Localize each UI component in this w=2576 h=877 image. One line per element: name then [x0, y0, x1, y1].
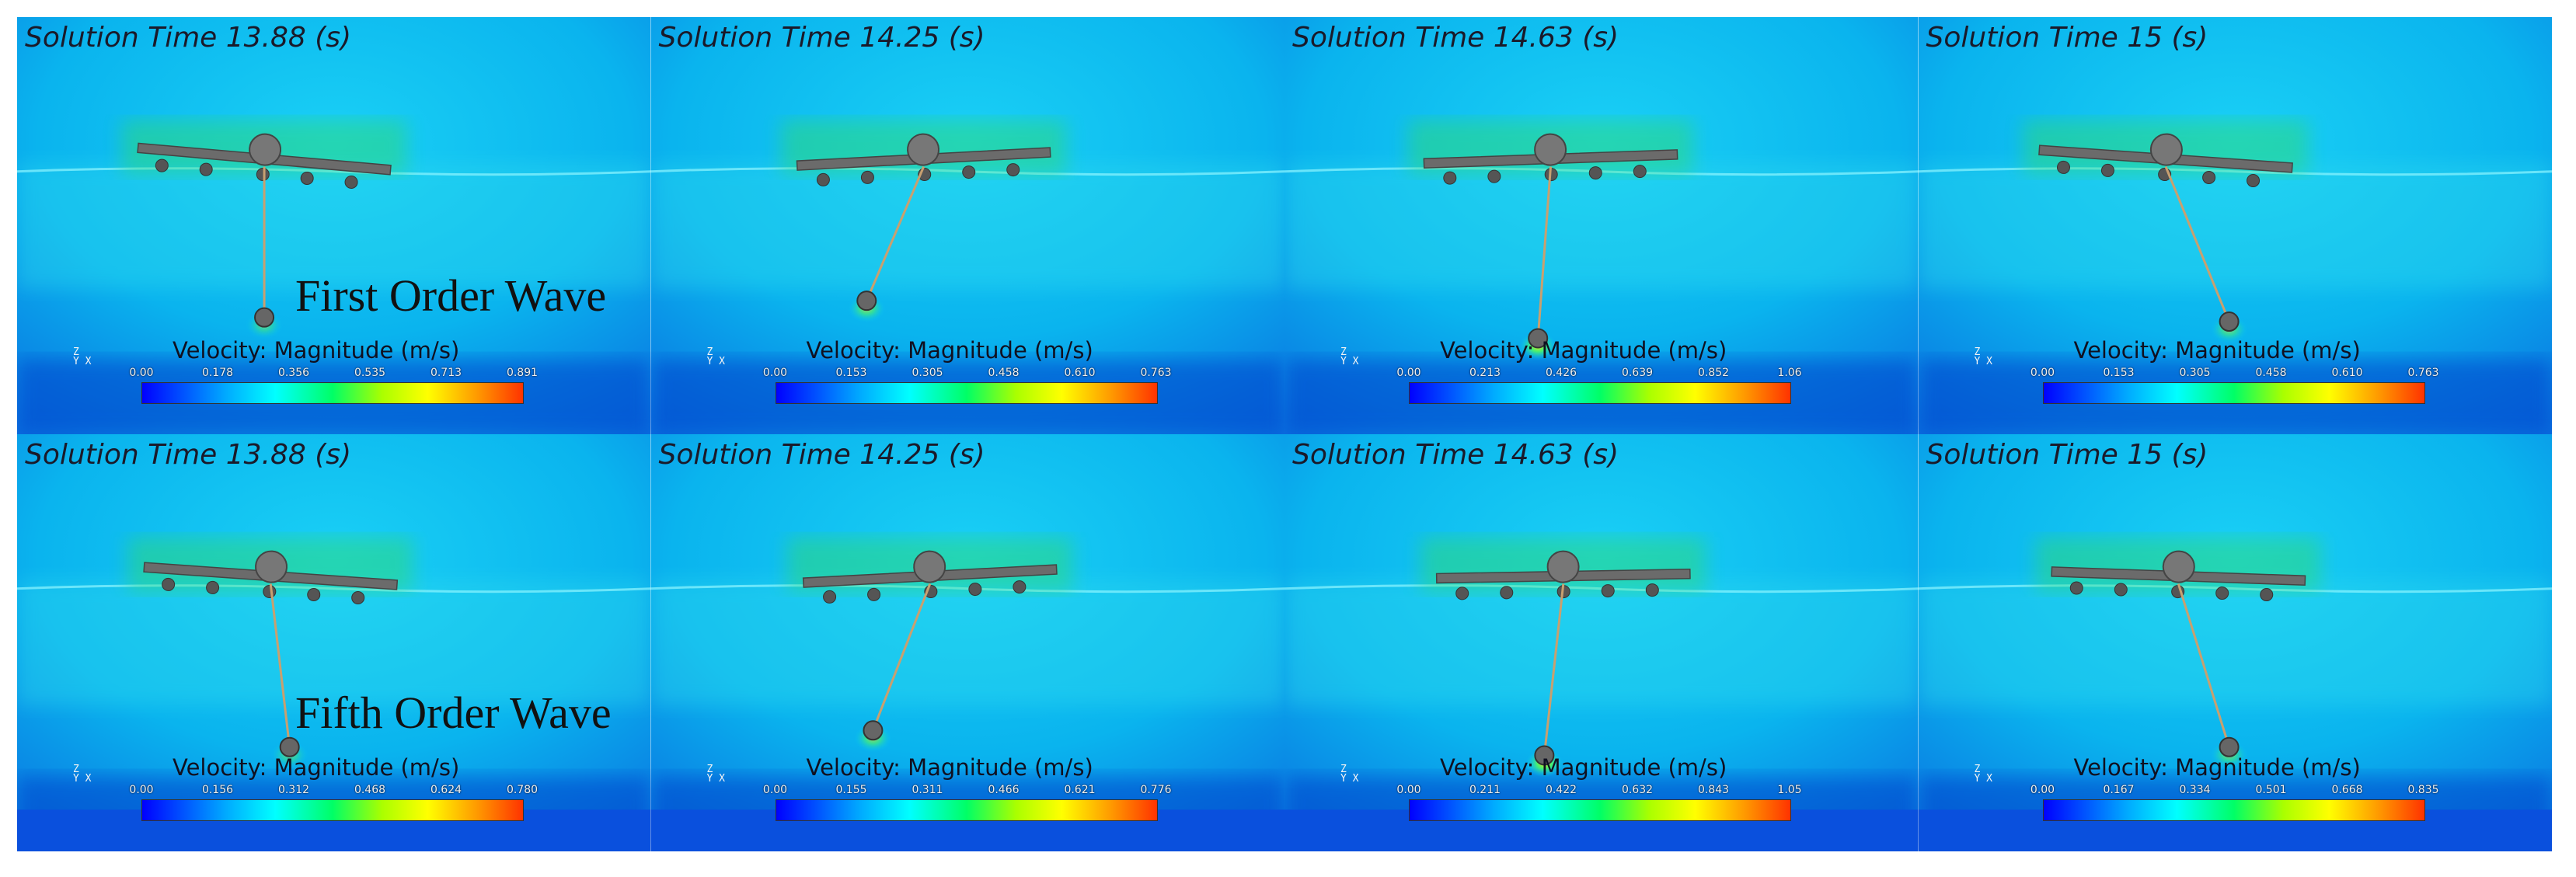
axis-triad: Z Y X [1974, 346, 1992, 367]
colorbar-tick-label: 0.632 [1621, 784, 1654, 796]
velocity-field-image [1918, 17, 2552, 434]
colorbar [141, 799, 524, 821]
colorbar-tick-label: 0.178 [201, 367, 234, 379]
simulation-panel: Solution Time 14.63 (s) Velocity: Magnitu… [1285, 17, 1919, 434]
colorbar-tick-label: 0.213 [1469, 367, 1501, 379]
colorbar-tick-label: 0.153 [835, 367, 867, 379]
velocity-field-image [17, 17, 651, 434]
colorbar-tick-label: 1.06 [1777, 367, 1802, 379]
axis-triad: Z Y X [1340, 764, 1359, 785]
colorbar-tick-label: 0.211 [1469, 784, 1501, 796]
colorbar-tick-label: 0.776 [1140, 784, 1172, 796]
solution-time-title: Solution Time 14.25 (s) [658, 22, 985, 54]
solution-time-title: Solution Time 13.88 (s) [25, 439, 352, 471]
colorbar-tick-label: 0.312 [277, 784, 310, 796]
simulation-panel: Solution Time 13.88 (s) Velocity: Magnitu… [17, 434, 651, 851]
colorbar-tick-label: 0.00 [2030, 784, 2055, 796]
colorbar-tick-label: 0.153 [2103, 367, 2135, 379]
colorbar-title: Velocity: Magnitude (m/s) [173, 754, 460, 781]
colorbar-tick-label: 0.668 [2331, 784, 2363, 796]
colorbar-tick-label: 0.624 [430, 784, 462, 796]
colorbar-tick-label: 0.426 [1545, 367, 1577, 379]
colorbar-tick-label: 0.00 [1396, 784, 1421, 796]
wave-order-label: Fifth Order Wave [295, 687, 612, 738]
velocity-field-image [1918, 434, 2552, 851]
colorbar-tick-label: 0.156 [201, 784, 234, 796]
velocity-field-image [1285, 17, 1919, 434]
solution-time-title: Solution Time 15 (s) [1926, 439, 2208, 471]
colorbar-tick-label: 0.843 [1697, 784, 1730, 796]
colorbar-tick-label: 0.610 [2331, 367, 2363, 379]
solution-time-title: Solution Time 15 (s) [1926, 22, 2208, 54]
colorbar-tick-label: 0.713 [430, 367, 462, 379]
colorbar-tick-label: 0.763 [2407, 367, 2439, 379]
colorbar-tick-label: 1.05 [1777, 784, 1802, 796]
axis-triad: Z Y X [1340, 346, 1359, 367]
colorbar-title: Velocity: Magnitude (m/s) [1440, 337, 1727, 364]
colorbar-tick-label: 0.763 [1140, 367, 1172, 379]
velocity-field-image [650, 17, 1285, 434]
colorbar [1409, 799, 1791, 821]
colorbar-tick-label: 0.305 [912, 367, 943, 379]
axis-triad: Z Y X [73, 764, 92, 785]
colorbar-tick-label: 0.639 [1621, 367, 1654, 379]
colorbar-tick-label: 0.167 [2103, 784, 2135, 796]
colorbar-tick-label: 0.00 [2030, 367, 2055, 379]
colorbar-tick-label: 0.501 [2255, 784, 2287, 796]
velocity-field-image [1285, 434, 1919, 851]
colorbar-tick-label: 0.852 [1697, 367, 1730, 379]
simulation-panel: Solution Time 14.25 (s) Velocity: Magnitu… [650, 434, 1285, 851]
colorbar-tick-label: 0.00 [1396, 367, 1421, 379]
colorbar-tick-label: 0.356 [277, 367, 310, 379]
solution-time-title: Solution Time 14.25 (s) [658, 439, 985, 471]
velocity-field-image [17, 434, 651, 851]
axis-triad: Z Y X [706, 346, 725, 367]
simulation-panel: Solution Time 15 (s) Velocity: Magnitude … [1918, 17, 2552, 434]
colorbar [1409, 382, 1791, 404]
colorbar-tick-label: 0.458 [2255, 367, 2287, 379]
colorbar-tick-label: 0.610 [1064, 367, 1096, 379]
colorbar [2042, 799, 2425, 821]
velocity-field-image [650, 434, 1285, 851]
axis-triad: Z Y X [706, 764, 725, 785]
solution-time-title: Solution Time 13.88 (s) [25, 22, 352, 54]
colorbar [775, 799, 1158, 821]
colorbar-title: Velocity: Magnitude (m/s) [2073, 337, 2361, 364]
colorbar-tick-label: 0.311 [912, 784, 943, 796]
colorbar-tick-label: 0.535 [354, 367, 386, 379]
colorbar-tick-label: 0.00 [762, 367, 788, 379]
simulation-figure: Solution Time 13.88 (s) Velocity: Magnitu… [17, 17, 2552, 851]
colorbar-tick-label: 0.305 [2179, 367, 2211, 379]
solution-time-title: Solution Time 14.63 (s) [1292, 22, 1619, 54]
colorbar-tick-label: 0.835 [2407, 784, 2439, 796]
colorbar-tick-label: 0.468 [354, 784, 386, 796]
colorbar-title: Velocity: Magnitude (m/s) [2073, 754, 2361, 781]
colorbar-title: Velocity: Magnitude (m/s) [806, 337, 1093, 364]
colorbar-tick-label: 0.466 [988, 784, 1020, 796]
wave-order-label: First Order Wave [295, 270, 607, 321]
colorbar-tick-label: 0.155 [835, 784, 867, 796]
colorbar-title: Velocity: Magnitude (m/s) [806, 754, 1093, 781]
simulation-panel: Solution Time 14.25 (s) Velocity: Magnitu… [650, 17, 1285, 434]
colorbar-tick-label: 0.891 [506, 367, 539, 379]
solution-time-title: Solution Time 14.63 (s) [1292, 439, 1619, 471]
colorbar-tick-label: 0.458 [988, 367, 1020, 379]
colorbar-tick-label: 0.780 [506, 784, 539, 796]
colorbar-tick-label: 0.00 [762, 784, 788, 796]
simulation-panel: Solution Time 13.88 (s) Velocity: Magnitu… [17, 17, 651, 434]
colorbar-tick-label: 0.00 [129, 367, 154, 379]
axis-triad: Z Y X [73, 346, 92, 367]
colorbar-tick-label: 0.621 [1064, 784, 1096, 796]
colorbar [775, 382, 1158, 404]
colorbar [2042, 382, 2425, 404]
colorbar-title: Velocity: Magnitude (m/s) [1440, 754, 1727, 781]
colorbar-tick-label: 0.334 [2179, 784, 2211, 796]
colorbar [141, 382, 524, 404]
colorbar-tick-label: 0.422 [1545, 784, 1577, 796]
simulation-panel: Solution Time 14.63 (s) Velocity: Magnitu… [1285, 434, 1919, 851]
colorbar-tick-label: 0.00 [129, 784, 154, 796]
axis-triad: Z Y X [1974, 764, 1992, 785]
simulation-panel: Solution Time 15 (s) Velocity: Magnitude … [1918, 434, 2552, 851]
colorbar-title: Velocity: Magnitude (m/s) [173, 337, 460, 364]
